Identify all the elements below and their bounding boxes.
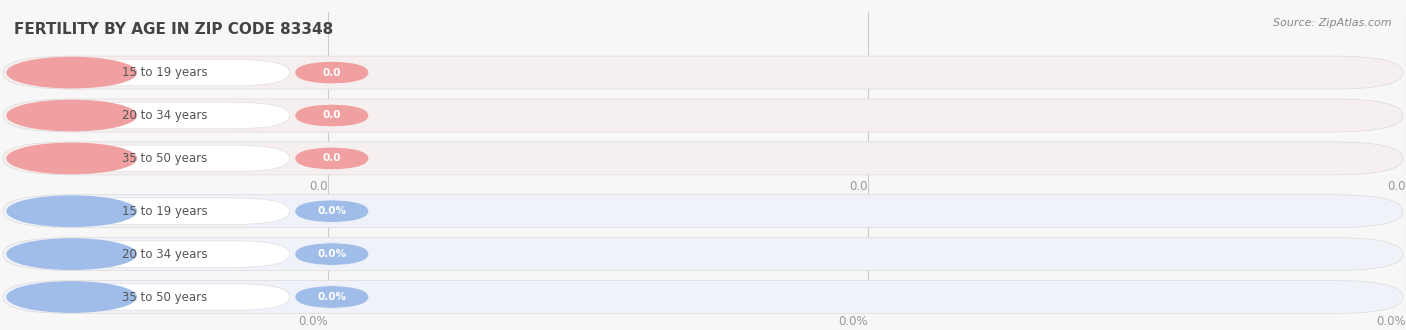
FancyBboxPatch shape	[295, 200, 368, 222]
Text: 15 to 19 years: 15 to 19 years	[122, 66, 207, 79]
Text: FERTILITY BY AGE IN ZIP CODE 83348: FERTILITY BY AGE IN ZIP CODE 83348	[14, 22, 333, 37]
Text: 0.0%: 0.0%	[838, 315, 868, 328]
FancyBboxPatch shape	[295, 104, 368, 127]
Text: 0.0%: 0.0%	[318, 249, 346, 259]
Text: 0.0%: 0.0%	[318, 206, 346, 216]
FancyBboxPatch shape	[3, 56, 1403, 89]
FancyBboxPatch shape	[39, 284, 290, 310]
Text: 0.0%: 0.0%	[298, 315, 328, 328]
FancyBboxPatch shape	[295, 61, 368, 84]
Circle shape	[7, 100, 136, 131]
FancyBboxPatch shape	[295, 147, 368, 170]
FancyBboxPatch shape	[3, 280, 1403, 314]
Text: 0.0: 0.0	[322, 68, 342, 78]
Text: 20 to 34 years: 20 to 34 years	[122, 109, 207, 122]
Text: 35 to 50 years: 35 to 50 years	[122, 290, 207, 304]
Circle shape	[7, 57, 136, 88]
FancyBboxPatch shape	[39, 198, 290, 224]
FancyBboxPatch shape	[39, 59, 290, 86]
Text: 0.0: 0.0	[322, 111, 342, 120]
FancyBboxPatch shape	[295, 286, 368, 308]
FancyBboxPatch shape	[295, 243, 368, 265]
FancyBboxPatch shape	[3, 195, 1403, 228]
Text: 0.0%: 0.0%	[1376, 315, 1406, 328]
FancyBboxPatch shape	[39, 102, 290, 129]
FancyBboxPatch shape	[39, 241, 290, 267]
Text: 0.0: 0.0	[1388, 180, 1406, 193]
Text: 15 to 19 years: 15 to 19 years	[122, 205, 207, 218]
FancyBboxPatch shape	[3, 238, 1403, 271]
Text: 0.0: 0.0	[322, 153, 342, 163]
Text: Source: ZipAtlas.com: Source: ZipAtlas.com	[1274, 18, 1392, 28]
Text: 0.0: 0.0	[309, 180, 328, 193]
FancyBboxPatch shape	[39, 145, 290, 172]
Text: 0.0%: 0.0%	[318, 292, 346, 302]
Circle shape	[7, 196, 136, 226]
Text: 35 to 50 years: 35 to 50 years	[122, 152, 207, 165]
Text: 20 to 34 years: 20 to 34 years	[122, 248, 207, 261]
Circle shape	[7, 143, 136, 174]
Text: 0.0: 0.0	[849, 180, 868, 193]
Circle shape	[7, 282, 136, 312]
Circle shape	[7, 239, 136, 269]
FancyBboxPatch shape	[3, 99, 1403, 132]
FancyBboxPatch shape	[3, 142, 1403, 175]
